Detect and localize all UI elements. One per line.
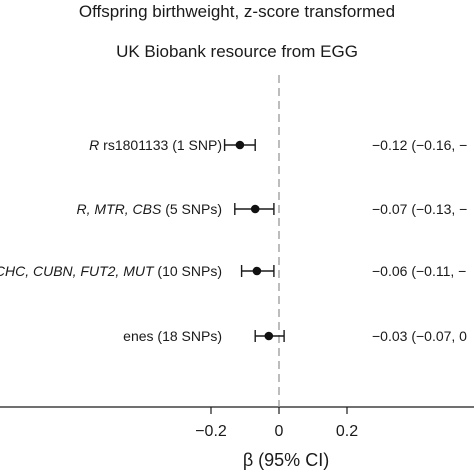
row-label-part: (10 SNPs) <box>154 263 222 279</box>
chart-title: Offspring birthweight, z-score transform… <box>79 2 395 21</box>
row-label-part: R, MTR, CBS <box>77 201 162 217</box>
row-label: enes (18 SNPs) <box>123 328 222 344</box>
row-label-part: CHC, CUBN, FUT2, MUT <box>0 263 155 279</box>
row-label-part: R <box>89 137 99 153</box>
row-label-part: rs1801133 (1 SNP) <box>99 137 222 153</box>
forest-row: R, MTR, CBS (5 SNPs) −0.07 (−0.13, − <box>77 201 468 217</box>
ci-value-label: −0.06 (−0.11, − <box>372 263 466 279</box>
x-tick-label: 0 <box>275 423 284 440</box>
point-estimate <box>252 266 262 276</box>
ci-value-label: −0.12 (−0.16, − <box>372 137 467 153</box>
x-tick-label: 0.2 <box>336 423 358 440</box>
point-estimate <box>264 331 274 341</box>
forest-row: R rs1801133 (1 SNP) −0.12 (−0.16, − <box>89 137 467 153</box>
x-tick-label: −0.2 <box>195 423 227 440</box>
row-label: R rs1801133 (1 SNP) <box>89 137 222 153</box>
x-axis-ticks: −0.2 0 0.2 <box>195 407 358 440</box>
point-estimate <box>235 140 245 150</box>
chart-subtitle: UK Biobank resource from EGG <box>116 42 358 61</box>
point-estimate <box>250 204 260 214</box>
row-label-part: (5 SNPs) <box>161 201 222 217</box>
ci-value-label: −0.03 (−0.07, 0 <box>372 328 467 344</box>
forest-row: enes (18 SNPs) −0.03 (−0.07, 0 <box>123 328 467 344</box>
row-label-part: enes (18 SNPs) <box>123 328 222 344</box>
forest-row: CHC, CUBN, FUT2, MUT (10 SNPs) −0.06 (−0.… <box>0 263 466 279</box>
ci-value-label: −0.07 (−0.13, − <box>372 201 467 217</box>
row-label: CHC, CUBN, FUT2, MUT (10 SNPs) <box>0 263 222 279</box>
forest-rows: R rs1801133 (1 SNP) −0.12 (−0.16, − R, MTR… <box>0 137 467 344</box>
row-label: R, MTR, CBS (5 SNPs) <box>77 201 222 217</box>
x-axis-label: β (95% CI) <box>243 450 329 470</box>
